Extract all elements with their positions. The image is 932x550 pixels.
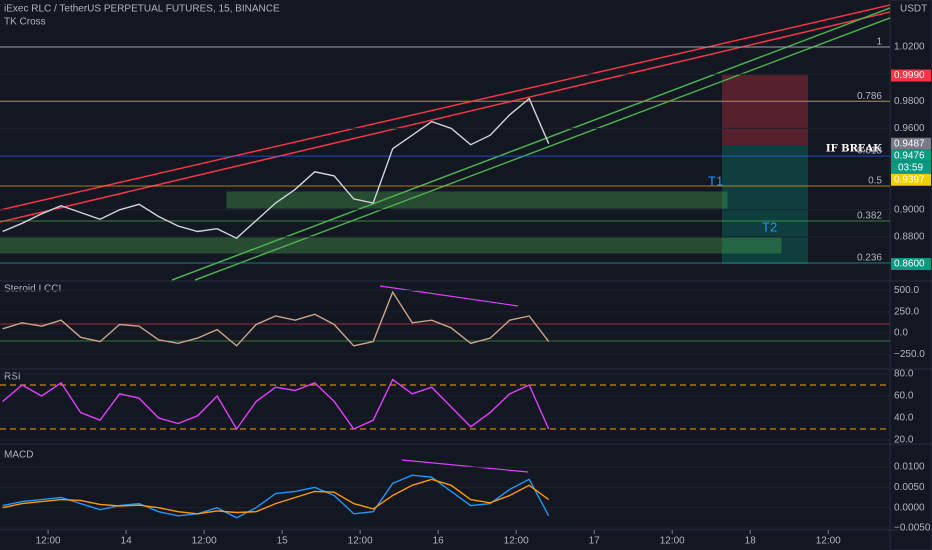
divergence: [379, 285, 519, 307]
series-line: [2, 474, 550, 519]
price-label-bg: [891, 137, 931, 150]
y-tick-label: 0.0: [894, 328, 908, 339]
y-tick-label: 500.0: [894, 285, 919, 296]
fib-label: 0.382: [857, 211, 882, 222]
price-label: 0.9397: [894, 174, 925, 185]
y-tick-label: 250.0: [894, 306, 919, 317]
annotation: IF BREAK: [826, 144, 882, 155]
price-label: 0.9476: [894, 150, 925, 161]
price-label-bg: [891, 258, 931, 270]
y-tick-label: 0.9800: [894, 96, 925, 107]
x-tick-label: 16: [433, 536, 445, 547]
divergence: [401, 459, 529, 473]
trendline: [0, 4, 891, 211]
y-tick-label: 0.0100: [894, 462, 925, 473]
y-tick-label: 0.0050: [894, 482, 925, 493]
x-tick-label: 12:00: [504, 536, 529, 547]
x-tick-label: 14: [121, 536, 133, 547]
countdown: 03:59: [898, 162, 923, 173]
fib-label: 0.5: [868, 176, 882, 187]
price-label: 0.9990: [894, 70, 925, 81]
y-tick-label: 20.0: [894, 435, 914, 446]
indicator-name: TK Cross: [4, 17, 46, 28]
y-tick-label: 0.8800: [894, 232, 925, 243]
y-tick-label: −250.0: [894, 349, 925, 360]
price-label-bg: [891, 149, 931, 162]
y-tick-label: 40.0: [894, 413, 914, 424]
y-tick-label: 0.9600: [894, 123, 925, 134]
y-tick-label: −0.0050: [894, 523, 931, 534]
x-tick-label: 12:00: [36, 536, 61, 547]
x-tick-label: 12:00: [192, 536, 217, 547]
annotation: T1: [708, 173, 723, 188]
support-box: [226, 191, 728, 209]
price-label-bg: [891, 173, 931, 186]
price-label: 0.8600: [894, 259, 925, 270]
x-tick-label: 12:00: [660, 536, 685, 547]
series-line: [2, 478, 550, 515]
price-label-bg: [891, 69, 931, 82]
x-tick-label: 17: [589, 536, 601, 547]
fib-label: 0.618: [857, 146, 882, 157]
x-tick-label: 12:00: [348, 536, 373, 547]
quote-unit: USDT: [900, 4, 927, 15]
support-box: [0, 237, 782, 254]
fib-label: 1: [876, 37, 882, 48]
series-line: [2, 97, 550, 240]
x-tick-label: 12:00: [816, 536, 841, 547]
stop-zone: [722, 75, 808, 145]
fib-label: 0.786: [857, 91, 882, 102]
y-tick-label: 80.0: [894, 369, 914, 380]
x-tick-label: 18: [745, 536, 757, 547]
symbol-title: iExec RLC / TetherUS PERPETUAL FUTURES, …: [4, 4, 280, 15]
pane-title: Steroid I CCI: [4, 284, 61, 295]
pane-title: MACD: [4, 450, 33, 461]
trendline: [194, 17, 891, 281]
pane-title: RSI: [4, 372, 21, 383]
target-zone: [722, 145, 808, 264]
price-axis: [889, 0, 932, 550]
price-label: 0.9487: [894, 138, 925, 149]
countdown-bg: [891, 161, 931, 174]
x-tick-label: 15: [277, 536, 289, 547]
annotation: T2: [762, 219, 777, 234]
series-line: [2, 378, 550, 431]
y-tick-label: 60.0: [894, 391, 914, 402]
y-tick-label: 0.9000: [894, 204, 925, 215]
fib-label: 0.236: [857, 253, 882, 264]
series-line: [2, 290, 550, 347]
y-tick-label: 0.0000: [894, 502, 925, 513]
trendline: [171, 7, 891, 281]
y-tick-label: 1.0200: [894, 42, 925, 53]
